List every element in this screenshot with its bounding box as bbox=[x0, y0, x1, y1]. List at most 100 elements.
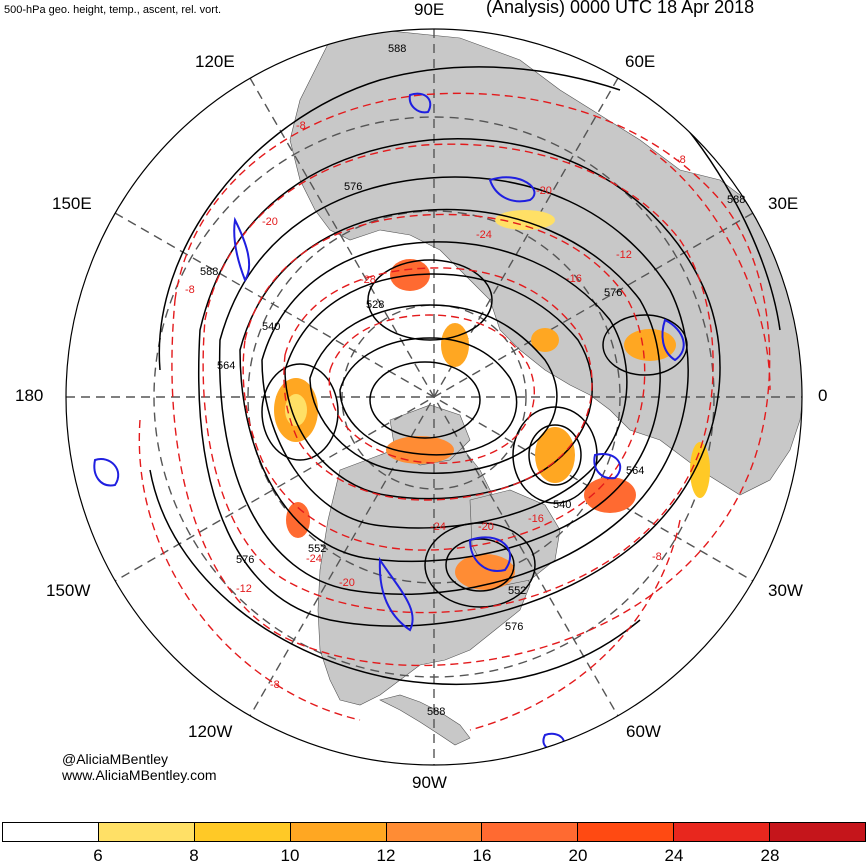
vorticity-blob bbox=[531, 328, 559, 352]
height-contour bbox=[218, 176, 689, 595]
height-label: 576 bbox=[604, 287, 622, 299]
height-contour bbox=[284, 273, 594, 500]
lon-label-150w: 150W bbox=[46, 581, 91, 600]
lon-label-180: 180 bbox=[15, 386, 44, 405]
height-contour bbox=[198, 138, 721, 627]
vorticity-blob bbox=[285, 394, 307, 426]
height-contour bbox=[367, 259, 493, 341]
ascent-contour bbox=[233, 216, 251, 283]
map-title-left: 500-hPa geo. height, temp., ascent, rel.… bbox=[4, 4, 222, 16]
ascent-contour bbox=[488, 176, 536, 203]
temperature-label: -20 bbox=[262, 216, 278, 228]
lon-label-30e: 30E bbox=[768, 194, 799, 213]
lon-label-30w: 30W bbox=[768, 581, 803, 600]
temperature-label: -8 bbox=[270, 679, 280, 691]
ascent-contour bbox=[378, 556, 414, 632]
colorbar-segment bbox=[674, 823, 771, 841]
height-label: 576 bbox=[236, 554, 254, 566]
lon-label-60w: 60W bbox=[626, 722, 661, 741]
height-label: 564 bbox=[217, 360, 235, 372]
height-label: 588 bbox=[200, 266, 218, 278]
height-label: 564 bbox=[626, 465, 644, 477]
colorbar-tick-label: 28 bbox=[760, 846, 780, 865]
height-contour bbox=[528, 424, 582, 486]
height-label: 552 bbox=[308, 543, 326, 555]
temperature-label: -8 bbox=[652, 551, 662, 563]
colorbar-segment bbox=[386, 823, 483, 841]
vorticity-blob bbox=[690, 442, 710, 498]
vorticity-blob bbox=[624, 329, 676, 361]
colorbar-ticks: 6 8 10 12 16 20 24 28 bbox=[0, 846, 868, 866]
lon-label-120e: 120E bbox=[195, 52, 235, 71]
credit-handle: @AliciaMBentley bbox=[62, 751, 169, 767]
colorbar-tick-label: 20 bbox=[568, 846, 588, 865]
height-contour bbox=[158, 66, 621, 371]
colorbar-segment bbox=[482, 823, 579, 841]
temperature-contour bbox=[469, 519, 681, 731]
temperature-label: -24 bbox=[476, 229, 492, 241]
vorticity-blob bbox=[441, 323, 469, 367]
height-contour bbox=[239, 208, 661, 563]
temperature-label: -24 bbox=[306, 553, 322, 565]
temperature-contour bbox=[171, 92, 771, 667]
colorbar-tick-label: 24 bbox=[664, 846, 684, 865]
height-label: 540 bbox=[553, 499, 571, 511]
height-label: 588 bbox=[388, 43, 406, 55]
temperature-contour bbox=[138, 419, 361, 721]
map-title-right: (Analysis) 0000 UTC 18 Apr 2018 bbox=[486, 0, 755, 17]
temperature-contour bbox=[202, 143, 714, 614]
ascent-contour bbox=[593, 453, 622, 480]
vorticity-blob bbox=[495, 210, 555, 230]
temperature-contour bbox=[242, 213, 646, 551]
landmass-eurasia bbox=[289, 29, 802, 496]
vorticity-colorbar bbox=[2, 822, 866, 842]
ascent-contour bbox=[661, 318, 685, 362]
colorbar-segment bbox=[194, 823, 291, 841]
height-label: 552 bbox=[508, 585, 526, 597]
colorbar-segment bbox=[770, 823, 866, 841]
colorbar-tick-label: 8 bbox=[189, 846, 199, 865]
height-contour bbox=[602, 314, 688, 376]
colorbar-tick-label: 6 bbox=[93, 846, 103, 865]
lon-label-0: 0 bbox=[818, 386, 828, 405]
height-contour bbox=[149, 469, 641, 686]
height-contour bbox=[369, 361, 481, 439]
vorticity-blob bbox=[386, 436, 454, 464]
colorbar-segment bbox=[290, 823, 387, 841]
temperature-label: -12 bbox=[236, 583, 252, 595]
colorbar-tick-label: 10 bbox=[280, 846, 300, 865]
lon-label-60e: 60E bbox=[625, 52, 656, 71]
temperature-label: -8 bbox=[296, 120, 306, 132]
temperature-label: -12 bbox=[616, 249, 632, 261]
height-contour bbox=[261, 363, 339, 461]
temperature-label: -16 bbox=[528, 513, 544, 525]
lon-label-90w: 90W bbox=[412, 773, 447, 792]
height-contour bbox=[339, 337, 518, 456]
temperature-contour bbox=[283, 267, 593, 501]
temperature-contour bbox=[649, 149, 771, 391]
map-disc-border bbox=[65, 28, 803, 766]
colorbar-segment bbox=[578, 823, 675, 841]
lon-label-90e: 90E bbox=[414, 0, 445, 19]
height-contour bbox=[679, 119, 781, 331]
temperature-label: -20 bbox=[536, 185, 552, 197]
temperature-label: -8 bbox=[185, 284, 195, 296]
height-label: 588 bbox=[727, 194, 745, 206]
ascent-contour bbox=[93, 458, 120, 487]
height-label: 588 bbox=[427, 706, 445, 718]
vorticity-blob bbox=[286, 502, 310, 538]
colorbar-segment bbox=[98, 823, 195, 841]
ascent-contour bbox=[408, 92, 432, 114]
height-label: 576 bbox=[505, 621, 523, 633]
temperature-label: -28 bbox=[360, 274, 376, 286]
temperature-label: -16 bbox=[566, 273, 582, 285]
lon-label-150e: 150E bbox=[52, 194, 92, 213]
temperature-label: -20 bbox=[478, 521, 494, 533]
height-label: 528 bbox=[366, 299, 384, 311]
height-contour bbox=[424, 522, 536, 608]
colorbar-tick-label: 12 bbox=[376, 846, 396, 865]
height-contour bbox=[445, 538, 515, 592]
height-label: 576 bbox=[344, 181, 362, 193]
temperature-label: -20 bbox=[339, 577, 355, 589]
